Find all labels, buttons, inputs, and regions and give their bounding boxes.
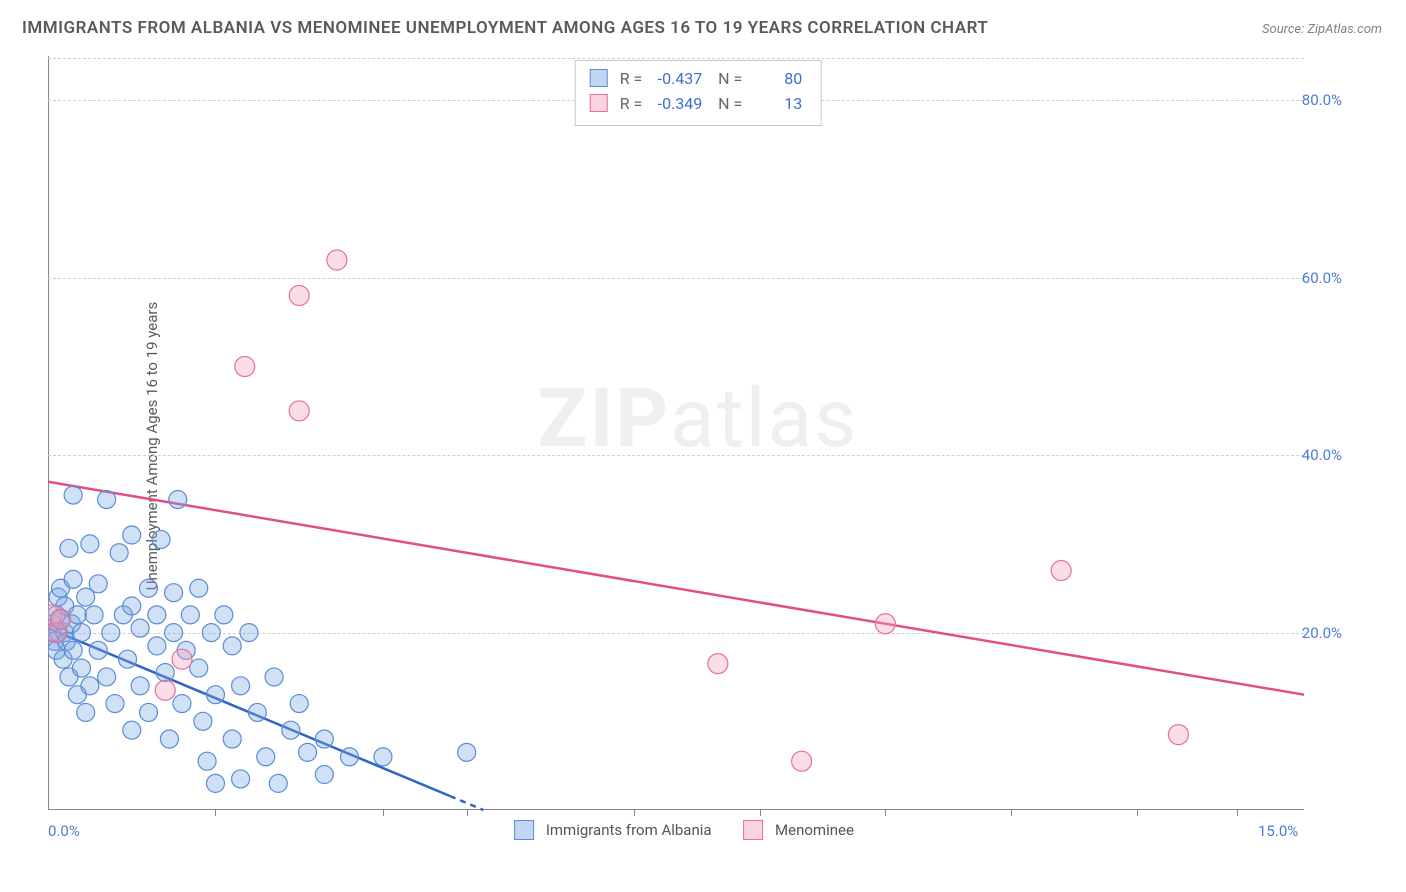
x-axis (48, 809, 1304, 810)
y-axis (48, 56, 49, 810)
legend-label-blue: Immigrants from Albania (546, 821, 712, 839)
gridline (48, 278, 1304, 279)
swatch-pink-icon (590, 94, 608, 112)
x-tick-mark (1137, 810, 1138, 816)
legend-label-pink: Menominee (775, 821, 854, 839)
watermark-bold: ZIP (538, 371, 671, 467)
n-value-pink: 13 (746, 92, 802, 117)
stats-row-pink: R = -0.349 N = 13 (590, 92, 803, 117)
x-tick-mark (1011, 810, 1012, 816)
n-label: N = (718, 94, 746, 113)
x-tick-mark (215, 810, 216, 816)
gridline (48, 58, 1304, 59)
gridline (48, 455, 1304, 456)
correlation-stats-box: R = -0.437 N = 80 R = -0.349 N = 13 (575, 60, 822, 126)
gridline (48, 633, 1304, 634)
y-tick: 80.0% (1302, 91, 1342, 109)
r-label: R = (620, 94, 647, 113)
x-tick-mark (885, 810, 886, 816)
n-value-blue: 80 (746, 67, 802, 92)
y-tick: 40.0% (1302, 446, 1342, 464)
r-value-blue: -0.437 (646, 67, 702, 92)
r-label: R = (620, 69, 647, 88)
x-tick-mark (1237, 810, 1238, 816)
x-tick: 0.0% (48, 822, 80, 840)
x-tick-mark (383, 810, 384, 816)
y-tick: 60.0% (1302, 269, 1342, 287)
bottom-legend: Immigrants from Albania Menominee (514, 820, 882, 840)
source-attribution: Source: ZipAtlas.com (1262, 22, 1382, 37)
x-tick-mark (760, 810, 761, 816)
r-value-pink: -0.349 (646, 92, 702, 117)
legend-swatch-blue-icon (514, 820, 534, 840)
x-tick-mark (634, 810, 635, 816)
n-label: N = (718, 69, 746, 88)
plot-area: ZIPatlas 20.0%40.0%60.0%80.0% 0.0%15.0% … (48, 56, 1348, 846)
stats-row-blue: R = -0.437 N = 80 (590, 67, 803, 92)
watermark-light: atlas (670, 371, 858, 467)
legend-swatch-pink-icon (743, 820, 763, 840)
chart-title: IMMIGRANTS FROM ALBANIA VS MENOMINEE UNE… (22, 18, 988, 38)
x-tick: 15.0% (1258, 822, 1298, 840)
watermark: ZIPatlas (538, 371, 859, 467)
swatch-blue-icon (590, 69, 608, 87)
y-tick: 20.0% (1302, 624, 1342, 642)
scatter-overlay (48, 56, 1348, 846)
x-tick-mark (467, 810, 468, 816)
